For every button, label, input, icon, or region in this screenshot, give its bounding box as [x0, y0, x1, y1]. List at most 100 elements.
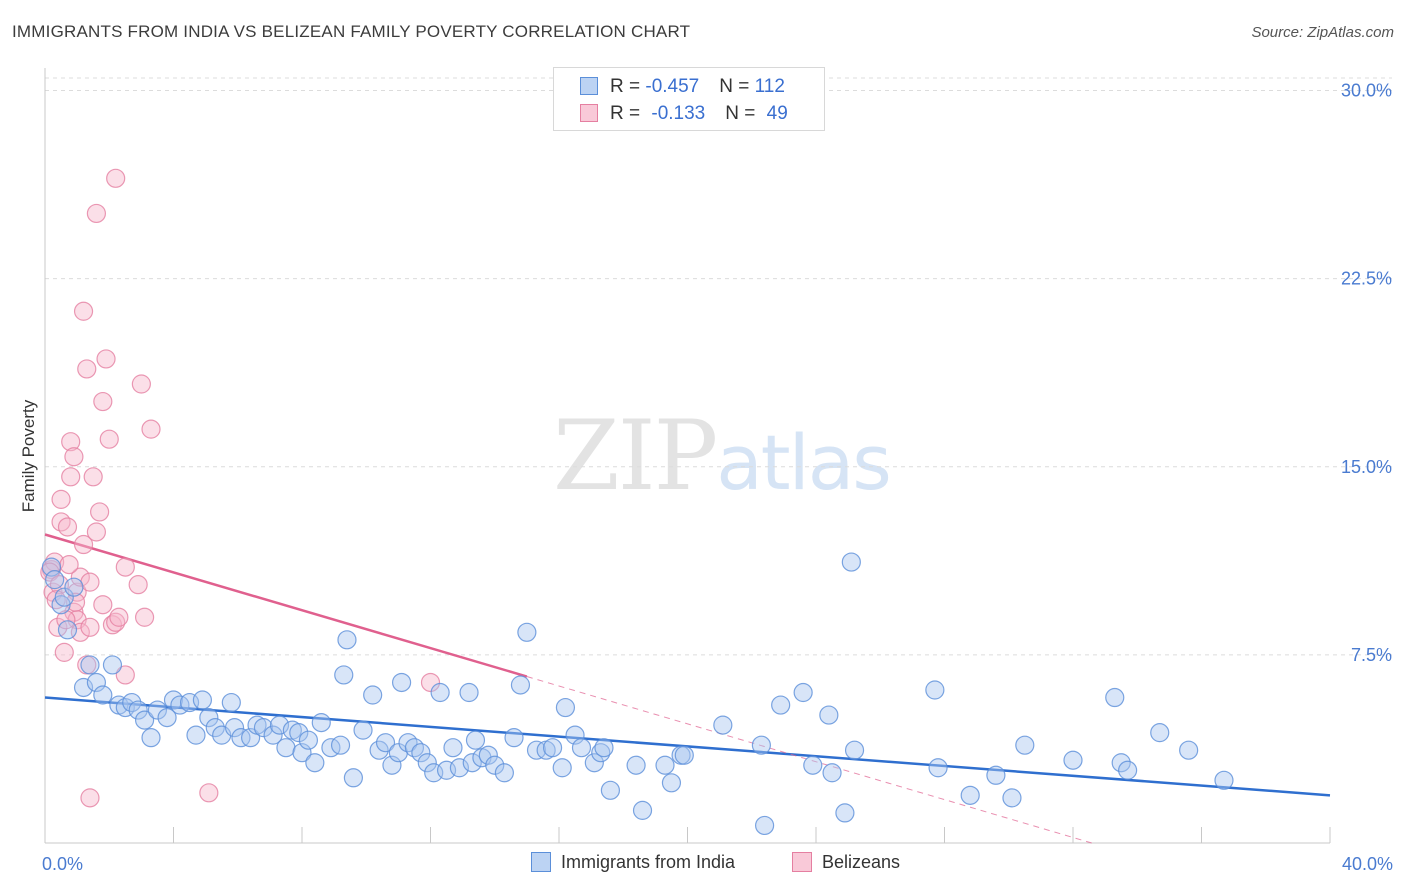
belize-point — [93, 595, 113, 615]
india-point — [134, 710, 155, 730]
watermark-zip: ZIP — [553, 400, 718, 512]
x-tick-label-min: 0.0% — [42, 854, 83, 874]
india-point — [263, 725, 283, 745]
india-point — [632, 800, 653, 820]
india-point — [465, 730, 486, 750]
india-point — [841, 552, 861, 572]
india-point — [591, 743, 611, 763]
belize-point — [115, 665, 135, 685]
belize-r-value: -0.133 — [651, 103, 706, 124]
india-point — [1063, 750, 1083, 770]
india-point — [754, 815, 775, 836]
belize-swatch — [580, 104, 598, 122]
india-point — [844, 740, 865, 760]
india-point — [510, 675, 531, 695]
bottom-belize-swatch — [792, 852, 812, 872]
bottom-india-swatch — [531, 852, 551, 872]
india-point — [398, 733, 418, 753]
india-point — [73, 677, 94, 698]
belize-point — [115, 557, 135, 577]
india-point — [600, 780, 621, 800]
y-tick-label: 15.0% — [1341, 457, 1392, 477]
bottom-legend-india: Immigrants from India — [531, 852, 735, 873]
belize-point — [51, 512, 71, 532]
india-point — [369, 740, 389, 760]
india-point — [363, 685, 383, 705]
india-point — [157, 707, 177, 728]
belize-point — [61, 467, 81, 487]
india-point — [93, 685, 113, 705]
india-point — [80, 655, 100, 675]
india-point — [163, 690, 184, 710]
india-point — [771, 695, 791, 715]
belize-point — [131, 374, 151, 394]
india-point — [147, 700, 168, 720]
watermark-atlas: atlas — [716, 418, 892, 507]
india-point — [375, 733, 396, 753]
india-point — [54, 587, 74, 607]
india-point — [221, 692, 241, 713]
india-point — [504, 728, 524, 748]
india-point — [45, 570, 65, 590]
india-r-value: -0.457 — [645, 76, 700, 97]
india-point — [594, 738, 614, 758]
india-r-label: R = — [610, 76, 646, 97]
chart-title: IMMIGRANTS FROM INDIA VS BELIZEAN FAMILY… — [12, 22, 691, 41]
grid-lines — [45, 77, 1392, 656]
india-point — [1002, 788, 1022, 808]
india-point — [411, 743, 431, 763]
india-point — [517, 622, 537, 642]
india-point — [584, 753, 604, 773]
belize-point — [86, 522, 107, 542]
india-point — [391, 672, 412, 693]
india-point — [1105, 687, 1125, 708]
india-point — [64, 577, 84, 597]
belize-point — [93, 391, 113, 412]
bottom-india-label: Immigrants from India — [561, 852, 736, 872]
belize-point — [99, 429, 119, 449]
india-point — [330, 735, 351, 755]
belize-n-label: N = — [725, 103, 761, 124]
belize-point — [73, 301, 94, 321]
india-point — [199, 707, 219, 728]
belize-point — [67, 582, 87, 602]
india-swatch — [580, 77, 598, 95]
india-point — [459, 682, 479, 703]
india-point — [102, 655, 123, 675]
belize-point — [56, 610, 76, 630]
legend-row-india: R = -0.457 N = 112 — [580, 76, 785, 98]
india-point — [253, 718, 274, 738]
india-point — [205, 718, 225, 738]
belize-point — [420, 672, 441, 693]
india-point — [819, 705, 839, 725]
india-n-value: 112 — [754, 76, 785, 97]
india-point — [986, 765, 1006, 785]
india-point — [713, 715, 733, 735]
india-point — [86, 672, 107, 693]
belize-point — [109, 607, 129, 627]
x-tick-label-max: 40.0% — [1342, 854, 1393, 874]
india-point — [803, 755, 823, 775]
belize-point — [141, 419, 161, 439]
india-point — [626, 755, 646, 775]
belize-r-label: R = — [610, 103, 646, 124]
belize-point — [80, 617, 100, 637]
india-point — [241, 728, 261, 748]
india-point — [382, 755, 402, 775]
belize-point — [61, 432, 81, 452]
belize-point — [51, 489, 71, 509]
belize-point — [106, 612, 126, 632]
india-point — [822, 763, 842, 783]
data-points — [40, 168, 1234, 836]
india-point — [1118, 760, 1138, 780]
india-n-label: N = — [719, 76, 755, 97]
belize-point — [59, 554, 79, 575]
belize-point — [199, 783, 219, 803]
india-point — [751, 735, 771, 755]
y-axis-label: Family Poverty — [19, 399, 38, 512]
india-point — [1214, 770, 1234, 790]
y-tick-label: 7.5% — [1351, 645, 1392, 665]
belize-point — [106, 168, 126, 188]
india-point — [192, 690, 213, 710]
india-point — [655, 755, 675, 775]
